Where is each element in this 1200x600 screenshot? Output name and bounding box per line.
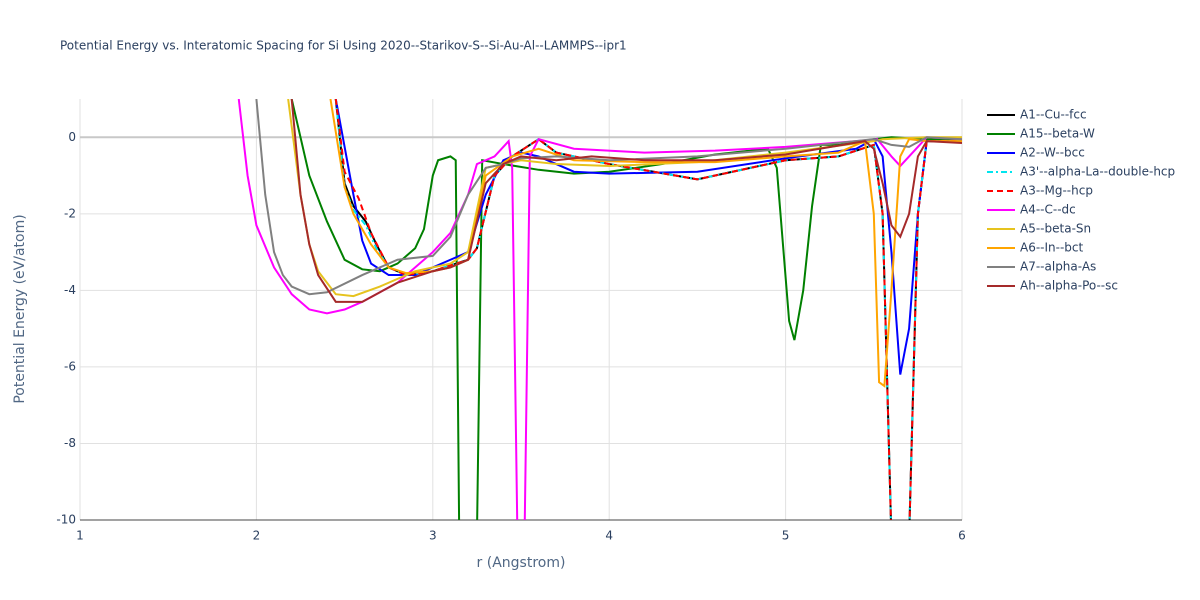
legend-label: Ah--alpha-Po--sc <box>1020 279 1118 293</box>
y-tick-label: -4 <box>64 283 76 297</box>
grid: 1 2 3 4 5 6 -10 -8 -6 -4 -2 0 <box>56 99 966 543</box>
legend: A1--Cu--fcc A15--beta-W A2--W--bcc A3'--alp… <box>987 108 1175 293</box>
x-tick-label: 6 <box>958 529 966 543</box>
y-tick-label: -2 <box>64 206 76 220</box>
legend-label: A3'--alpha-La--double-hcp <box>1020 165 1175 179</box>
x-tick-label: 2 <box>253 529 261 543</box>
series-line <box>334 99 962 520</box>
y-tick-label: -8 <box>64 436 76 450</box>
legend-label: A1--Cu--fcc <box>1020 108 1087 122</box>
x-axis-title: r (Angstrom) <box>477 555 566 571</box>
legend-label: A4--C--dc <box>1020 203 1076 217</box>
x-tick-label: 3 <box>429 529 437 543</box>
legend-label: A3--Mg--hcp <box>1020 184 1093 198</box>
legend-label: A2--W--bcc <box>1020 146 1085 160</box>
y-axis-title: Potential Energy (eV/atom) <box>12 214 28 403</box>
legend-label: A15--beta-W <box>1020 127 1095 141</box>
y-tick-label: 0 <box>68 130 76 144</box>
x-tick-label: 4 <box>605 529 613 543</box>
legend-label: A6--In--bct <box>1020 241 1084 255</box>
plot-area <box>237 99 962 520</box>
legend-label: A7--alpha-As <box>1020 260 1096 274</box>
series-line <box>334 99 962 375</box>
series-line <box>255 99 962 296</box>
series-line <box>290 99 962 303</box>
y-tick-label: -10 <box>56 513 76 527</box>
chart-title: Potential Energy vs. Interatomic Spacing… <box>60 39 627 53</box>
x-tick-label: 1 <box>76 529 84 543</box>
legend-label: A5--beta-Sn <box>1020 222 1091 236</box>
x-tick-label: 5 <box>782 529 790 543</box>
y-tick-label: -6 <box>64 359 76 373</box>
